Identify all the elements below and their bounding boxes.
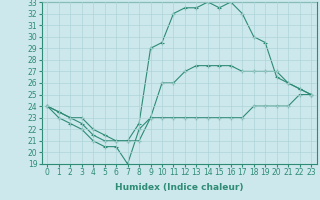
X-axis label: Humidex (Indice chaleur): Humidex (Indice chaleur)	[115, 183, 244, 192]
